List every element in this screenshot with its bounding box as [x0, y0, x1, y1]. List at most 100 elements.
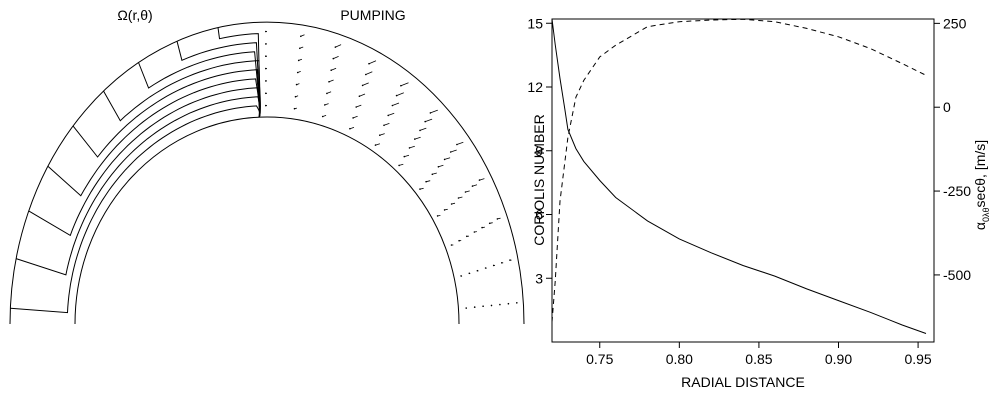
- pumping-arrow: [456, 141, 464, 145]
- pumping-arrow: [444, 157, 451, 160]
- pumping-arrow-head: [516, 302, 518, 304]
- pumping-arrow-head: [473, 306, 476, 308]
- x-axis-ticks: 0.75 0.80 0.85 0.90 0.95: [586, 342, 932, 367]
- pumping-arrow-head: [481, 226, 483, 229]
- pumping-arrow-head: [365, 73, 367, 76]
- pumping-arrow: [419, 127, 427, 131]
- pumping-arrow: [356, 104, 362, 108]
- pumping-arrow: [383, 123, 390, 126]
- y-axis-left-ticks: 3 6 9 12 15: [527, 15, 552, 286]
- pumping-arrow: [396, 92, 404, 96]
- pumping-arrow-head: [387, 114, 390, 117]
- pumping-arrow-head: [450, 244, 453, 246]
- pumping-arrow-head: [265, 55, 267, 57]
- pumping-arrow-head: [361, 84, 364, 87]
- x-tick-label: 0.80: [666, 351, 693, 367]
- coriolis-number-line: [551, 18, 927, 334]
- pumping-arrow-head: [296, 71, 299, 74]
- pumping-arrow: [328, 79, 334, 83]
- pumping-arrow-head: [265, 67, 267, 70]
- y-right-tick-label: 250: [943, 15, 967, 31]
- pumping-arrow-head: [328, 81, 330, 83]
- pumping-arrow-head: [425, 180, 427, 183]
- y-right-tick-label: 0: [943, 99, 951, 115]
- pumping-arrow-head: [368, 62, 370, 65]
- pumping-arrow: [388, 112, 395, 116]
- pumping-arrow-head: [490, 304, 493, 307]
- pumping-arrow-head: [293, 107, 296, 110]
- pumping-arrow: [333, 56, 339, 59]
- pumping-arrow: [409, 145, 415, 149]
- pumping-arrow-head: [332, 57, 335, 60]
- contour-line: [72, 69, 261, 158]
- pumping-panel-title: PUMPING: [340, 7, 405, 23]
- pumping-arrow: [400, 82, 409, 87]
- y-right-tick-label: -250: [943, 183, 971, 199]
- pumping-arrow-head: [265, 43, 267, 45]
- pumping-arrow: [335, 44, 342, 48]
- omega-panel-title: Ω(r,θ): [117, 7, 152, 23]
- pumping-arrow-head: [408, 147, 411, 149]
- pumping-arrow-head: [324, 104, 326, 106]
- pumping-arrow-head: [450, 203, 453, 205]
- pumping-arrow-head: [436, 215, 439, 217]
- pumping-arrow-head: [499, 303, 501, 306]
- pumping-arrow: [331, 67, 337, 71]
- contour-line: [10, 105, 261, 314]
- pumping-arrow-head: [443, 209, 446, 211]
- pumping-arrow-head: [297, 59, 300, 62]
- pumping-arrow-head: [458, 239, 460, 242]
- pumping-arrow-head: [457, 197, 460, 199]
- pumping-arrow-head: [501, 262, 503, 264]
- pumping-arrow-head: [400, 84, 402, 87]
- pumping-arrow-head: [476, 269, 479, 272]
- x-tick-label: 0.95: [904, 351, 931, 367]
- y-tick-label: 9: [535, 143, 543, 159]
- pumping-arrow: [450, 149, 457, 153]
- pumping-arrow: [438, 164, 444, 168]
- y-axis-right-label: α0λθsecθ, [m/s]: [972, 140, 991, 230]
- contour-line: [47, 78, 261, 197]
- pumping-arrow-head: [507, 302, 510, 305]
- pumping-arrow: [425, 118, 433, 122]
- pumping-arrow-head: [334, 46, 337, 48]
- x-axis-label: RADIAL DISTANCE: [681, 374, 805, 390]
- y-tick-label: 3: [535, 270, 543, 286]
- inner-arc: [74, 116, 460, 325]
- pumping-arrow-head: [419, 129, 421, 132]
- pumping-arrow-head: [464, 191, 467, 193]
- x-tick-label: 0.75: [586, 351, 613, 367]
- pumping-arrow: [414, 136, 421, 140]
- pumping-arrow-head: [468, 272, 471, 275]
- pumping-arrow-head: [492, 264, 495, 267]
- pumping-arrow-head: [265, 104, 267, 107]
- y-axis-left-label: CORIOLIS NUMBER: [531, 114, 547, 245]
- pumping-arrow-head: [300, 35, 302, 38]
- y-tick-label: 12: [527, 79, 543, 95]
- pumping-arrow-head: [299, 47, 301, 50]
- angular-velocity-contours: [10, 27, 261, 314]
- pumping-arrow-head: [352, 117, 354, 119]
- pumping-arrow-head: [449, 151, 452, 153]
- coriolis-chart: 0.75 0.80 0.85 0.90 0.95 3 6 9 12 15 250 0 -250 -50…: [527, 15, 991, 390]
- pumping-arrow: [362, 82, 369, 86]
- pumping-arrow-head: [484, 267, 487, 269]
- pumping-arrow-head: [321, 115, 324, 118]
- pumping-arrow-head: [395, 94, 398, 97]
- pumping-arrow: [479, 178, 485, 181]
- y-axis-right-label-symbol: α: [972, 222, 988, 230]
- pumping-arrow-head: [473, 231, 476, 233]
- contour-line: [15, 96, 261, 276]
- pumping-arrow-head: [358, 95, 361, 97]
- pumping-arrow-head: [414, 138, 416, 140]
- pumping-arrow-head: [478, 179, 481, 181]
- y-axis-right-label-subscript: 0λθ: [981, 208, 991, 223]
- pumping-arrow-head: [265, 80, 267, 82]
- x-tick-label: 0.85: [745, 351, 772, 367]
- pumping-arrow-head: [383, 124, 385, 127]
- pumping-arrow-head: [355, 106, 358, 108]
- pumping-arrow-head: [443, 158, 446, 161]
- pumping-arrow: [379, 133, 385, 136]
- y-tick-label: 6: [535, 207, 543, 223]
